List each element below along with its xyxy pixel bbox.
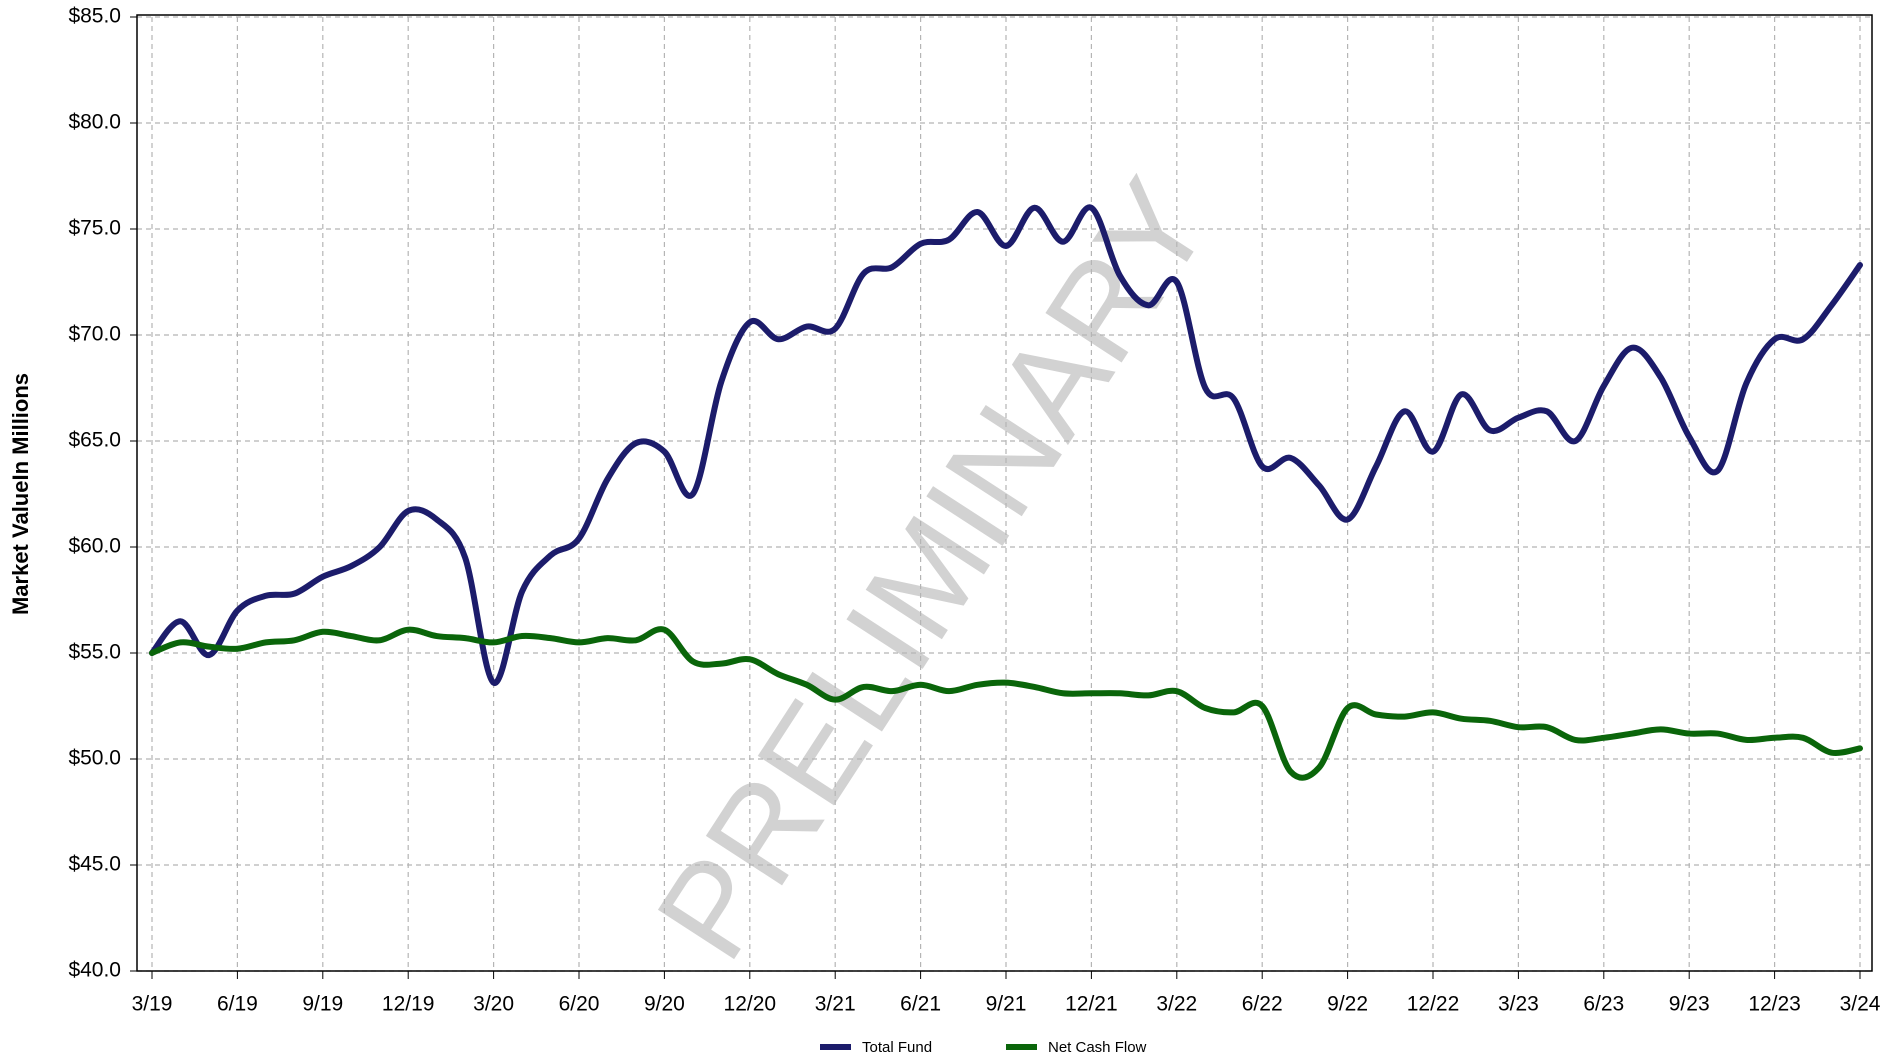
y-tick-label: $80.0 [68, 111, 121, 134]
x-tick-label: 9/20 [644, 993, 685, 1016]
plot-frame [136, 14, 1873, 972]
y-tick-label: $55.0 [68, 641, 121, 664]
legend-label: Net Cash Flow [1048, 1039, 1147, 1055]
x-tick-label: 12/19 [382, 993, 435, 1016]
x-tick-label: 3/21 [815, 993, 856, 1016]
x-tick-label: 3/20 [473, 993, 514, 1016]
y-tick-label: $70.0 [68, 323, 121, 346]
x-tick-label: 12/23 [1748, 993, 1801, 1016]
series-line [149, 204, 1863, 686]
x-tick-label: 9/21 [986, 993, 1027, 1016]
x-tick-label: 3/22 [1156, 993, 1197, 1016]
x-tick-label: 6/19 [217, 993, 258, 1016]
y-tick-label: $75.0 [68, 217, 121, 240]
x-tick-label: 12/21 [1065, 993, 1118, 1016]
x-tick-label: 9/23 [1669, 993, 1710, 1016]
watermark: PRELIMINARY [628, 155, 1237, 984]
y-tick-label: $50.0 [68, 747, 121, 770]
y-tick-label: $40.0 [68, 959, 121, 982]
y-tick-label: $85.0 [68, 5, 121, 28]
x-tick-label: 9/19 [302, 993, 343, 1016]
x-tick-label: 3/19 [132, 993, 173, 1016]
x-tick-label: 3/24 [1840, 993, 1881, 1016]
x-tick-label: 6/21 [900, 993, 941, 1016]
series-line [149, 626, 1863, 781]
legend-label: Total Fund [862, 1039, 932, 1055]
y-tick-label: $45.0 [68, 853, 121, 876]
x-tick-label: 9/22 [1327, 993, 1368, 1016]
x-tick-label: 6/22 [1242, 993, 1283, 1016]
x-tick-label: 12/20 [724, 993, 777, 1016]
x-tick-label: 6/23 [1583, 993, 1624, 1016]
y-tick-label: $60.0 [68, 535, 121, 558]
y-tick-label: $65.0 [68, 429, 121, 452]
x-tick-label: 6/20 [559, 993, 600, 1016]
x-tick-label: 12/22 [1407, 993, 1460, 1016]
y-axis-label: Market ValueIn Millions [8, 373, 33, 615]
x-tick-label: 3/23 [1498, 993, 1539, 1016]
